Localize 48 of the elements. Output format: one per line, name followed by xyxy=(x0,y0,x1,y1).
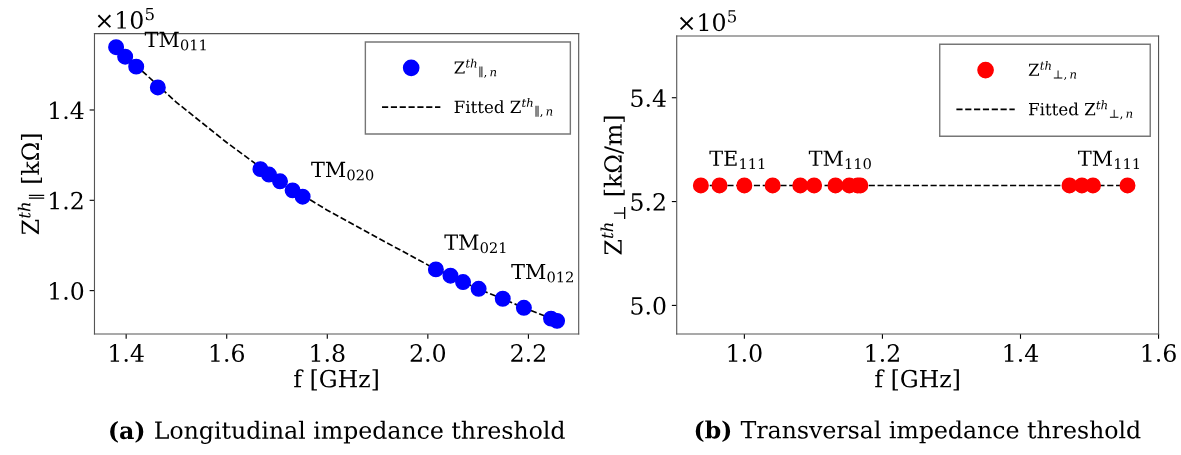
annotation: TM$_{011}$ xyxy=(144,31,206,51)
y-tick-label: 1.0 xyxy=(50,282,84,300)
y-axis-title: Z$^{th}$$_{∥}$ [kΩ] xyxy=(17,134,45,235)
text: ×10$^{5}$ xyxy=(97,7,154,29)
legend-label: Fitted Z$^{th}$$_{∥,n}$ xyxy=(454,98,553,118)
annotation: TM$_{021}$ xyxy=(444,234,506,254)
annotation: TM$_{020}$ xyxy=(311,161,374,181)
x-axis-title: f [GHz] xyxy=(294,369,378,391)
x-tick-label: 1.8 xyxy=(311,344,345,362)
x-tick-label: 1.2 xyxy=(866,344,899,362)
x-tick-label: 1.6 xyxy=(1142,344,1176,362)
legend-label: Fitted Z$^{th}$$_{⊥,n}$ xyxy=(1028,100,1133,120)
annotation: TE$_{111}$ xyxy=(709,150,765,170)
x-axis-title: f [GHz] xyxy=(875,369,959,391)
point xyxy=(427,261,444,278)
legend-label: Z$^{th}$$_{∥,n}$ xyxy=(454,58,497,78)
annotation: TM$_{012}$ xyxy=(511,263,573,283)
x-tick-label: 1.6 xyxy=(210,344,245,362)
point xyxy=(515,299,532,316)
point xyxy=(549,312,566,329)
point xyxy=(117,48,134,65)
point xyxy=(494,290,511,307)
y-tick-label: 1.4 xyxy=(50,101,84,120)
text: (b) Transversal impedance threshold xyxy=(695,420,1141,444)
x-tick-label: 1.4 xyxy=(1004,344,1039,362)
y-tick-label: 5.0 xyxy=(631,296,666,315)
point xyxy=(294,188,311,205)
y-tick-label: 5.4 xyxy=(631,89,666,108)
x-tick-label: 2.0 xyxy=(410,344,446,362)
point xyxy=(108,39,125,56)
point xyxy=(128,58,145,75)
x-tick-label: 2.2 xyxy=(511,344,545,362)
point xyxy=(272,173,288,190)
text: ×10$^{5}$ xyxy=(679,10,736,32)
x-tick-label: 1.0 xyxy=(728,344,762,362)
y-tick-label: 5.2 xyxy=(631,193,665,211)
point xyxy=(442,267,459,284)
point xyxy=(149,79,166,96)
point xyxy=(470,280,487,297)
x-tick-label: 1.4 xyxy=(110,344,144,362)
y-axis-title: Z$^{th}$$_{⊥}$ [kΩ/m] xyxy=(600,116,626,255)
annotation: TM$_{110}$ xyxy=(808,150,871,170)
text: (a) Longitudinal impedance threshold xyxy=(110,420,565,444)
legend-label: Z$^{th}$$_{⊥,n}$ xyxy=(1028,60,1077,81)
y-tick-label: 1.2 xyxy=(50,191,83,210)
point xyxy=(260,166,277,183)
point xyxy=(455,274,472,291)
annotation: TM$_{111}$ xyxy=(1078,150,1140,170)
